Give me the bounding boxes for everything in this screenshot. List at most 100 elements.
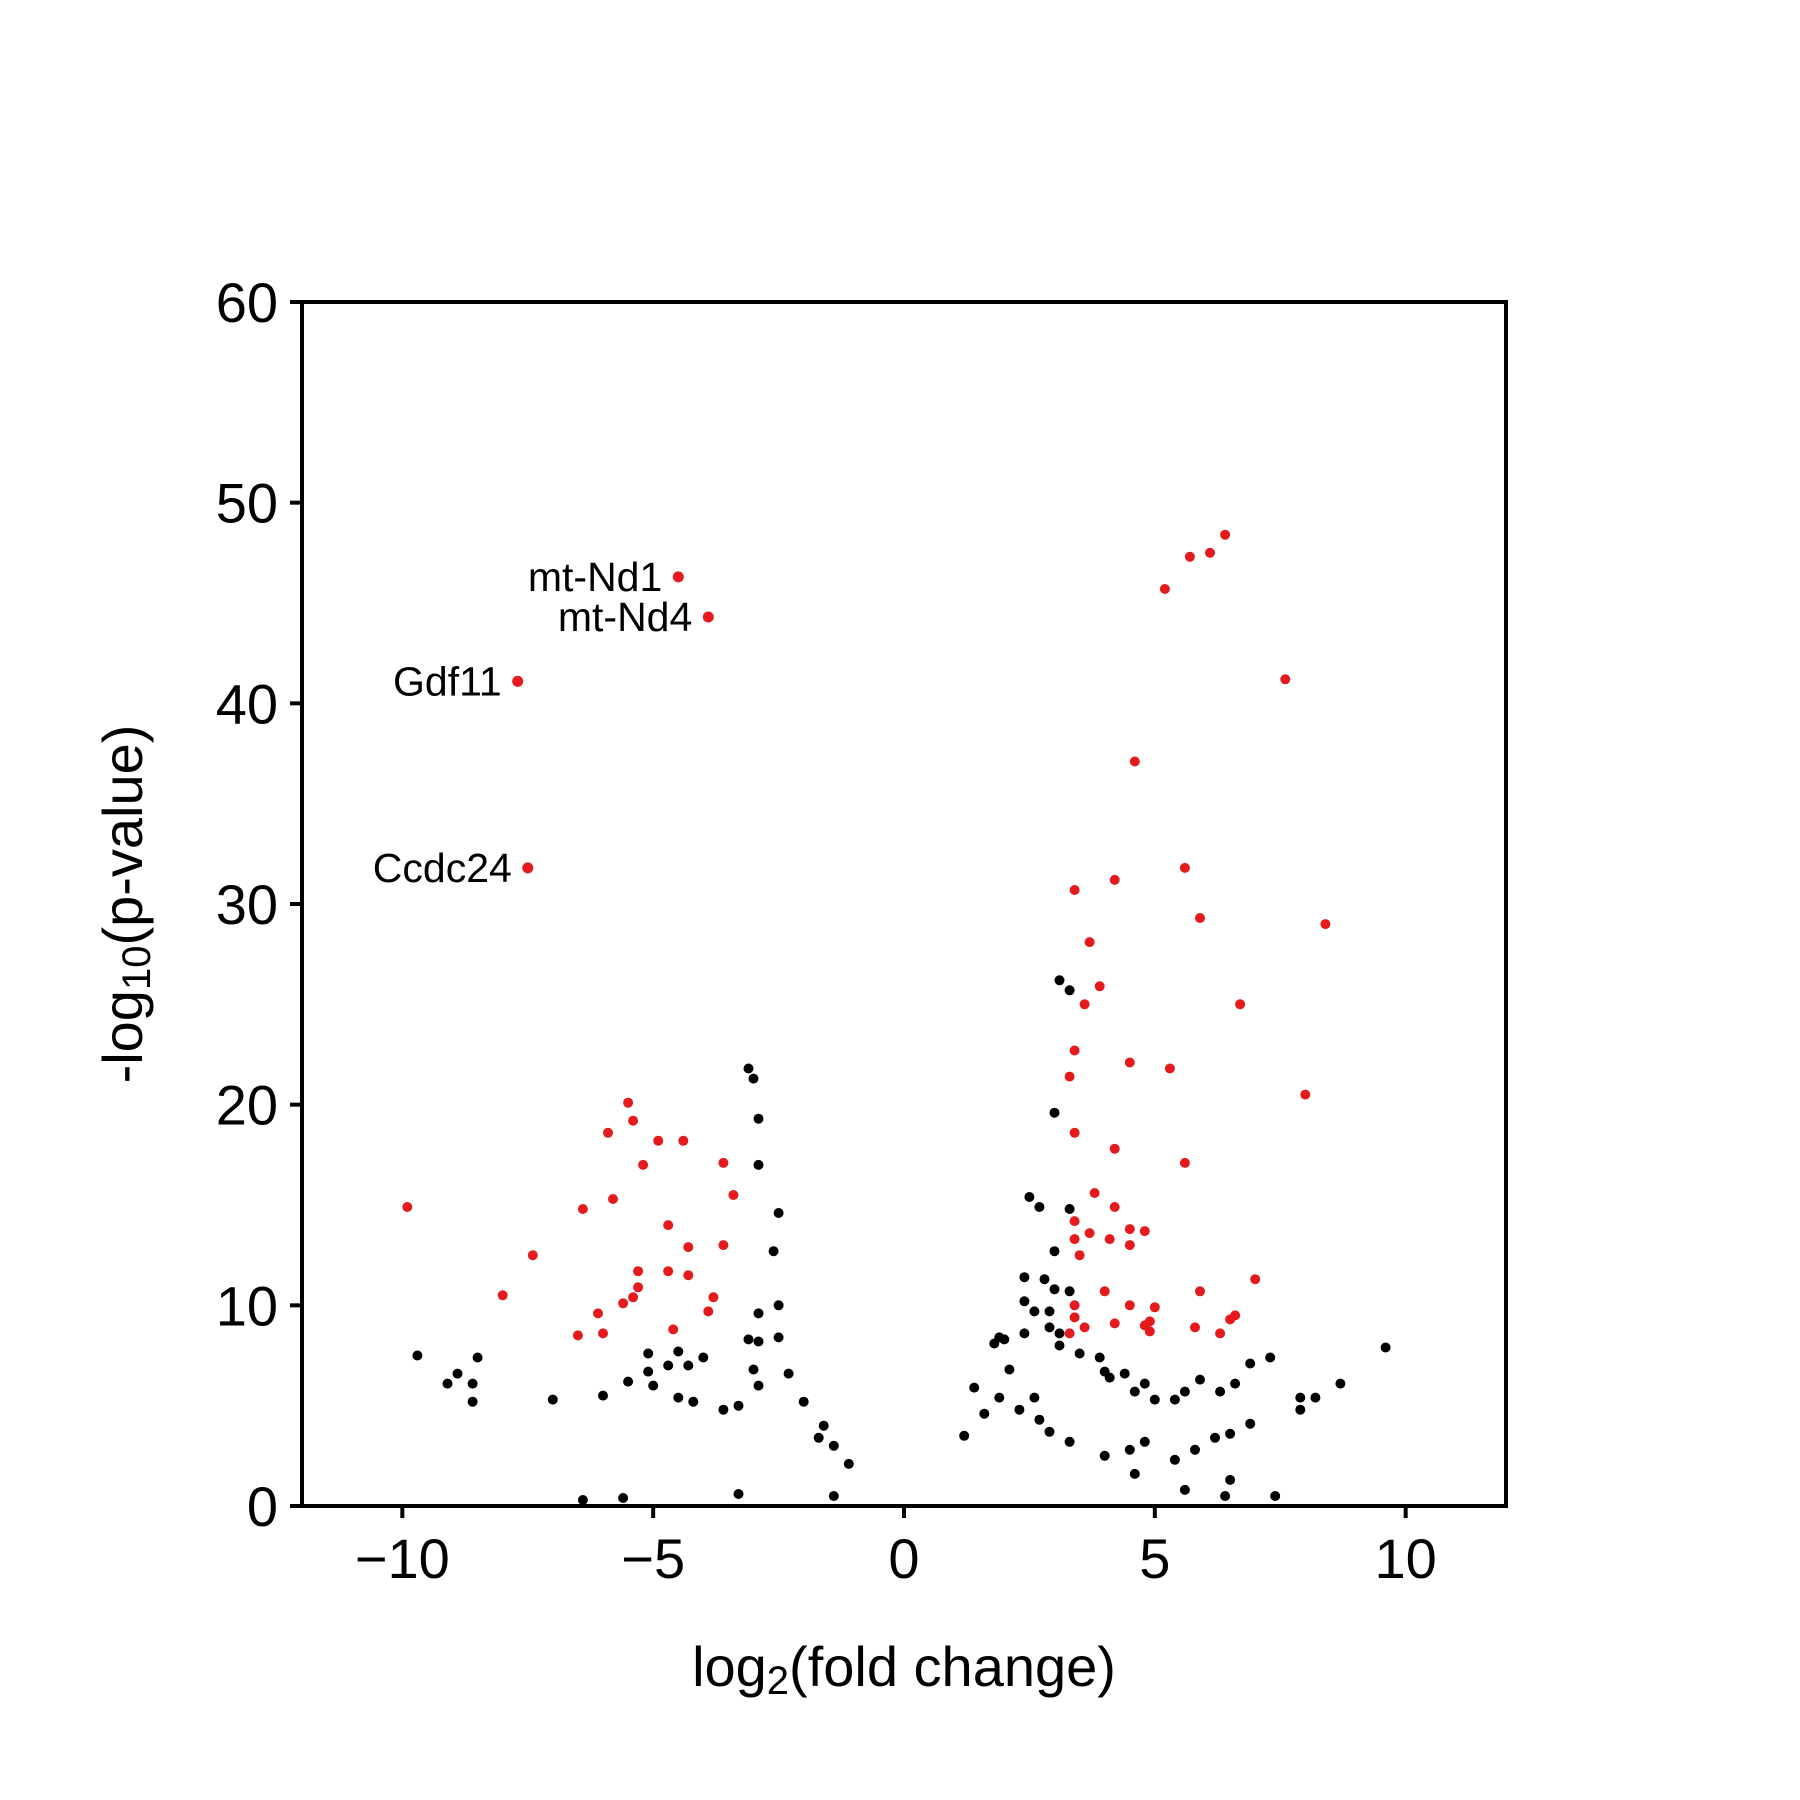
- gene-point: [1054, 975, 1065, 986]
- gene-point: [1099, 1450, 1110, 1461]
- x-tick-label: 0: [888, 1527, 919, 1590]
- gene-point: [828, 1491, 839, 1501]
- significant-point: [1164, 1063, 1175, 1074]
- significant-point: [1109, 1318, 1120, 1329]
- gene-point: [748, 1364, 759, 1375]
- point-label: Ccdc24: [373, 845, 512, 891]
- significant-point: [1205, 547, 1215, 558]
- significant-point: [1184, 551, 1195, 562]
- gene-point: [1004, 1364, 1015, 1375]
- gene-point: [1139, 1436, 1150, 1447]
- x-axis-label: log2(fold change): [692, 1635, 1116, 1703]
- gene-point: [1179, 1386, 1190, 1397]
- gene-point: [673, 1346, 684, 1357]
- y-axis-label-base: -log: [91, 990, 154, 1083]
- significant-point: [593, 1308, 603, 1319]
- y-tick-label: 10: [216, 1274, 278, 1337]
- gene-point: [1029, 1306, 1040, 1317]
- gene-point: [648, 1380, 659, 1391]
- gene-point: [1169, 1394, 1180, 1405]
- gene-point: [577, 1495, 588, 1505]
- gene-point: [547, 1394, 558, 1405]
- x-tick-label: −5: [621, 1527, 685, 1590]
- gene-point: [1295, 1392, 1306, 1403]
- gene-point: [1119, 1368, 1130, 1379]
- gene-point: [783, 1368, 794, 1379]
- gene-point: [452, 1368, 463, 1379]
- gene-point: [768, 1246, 779, 1257]
- x-tick-label: 5: [1139, 1527, 1170, 1590]
- significant-point: [1159, 584, 1170, 594]
- gene-point: [1265, 1352, 1276, 1363]
- significant-point: [1139, 1226, 1150, 1237]
- significant-point: [1124, 1057, 1135, 1068]
- x-axis-label-sub: 2: [767, 1659, 789, 1703]
- gene-point: [643, 1366, 654, 1377]
- gene-point: [1044, 1322, 1055, 1333]
- gene-point: [673, 1392, 684, 1403]
- gene-point: [1049, 1246, 1060, 1257]
- gene-point: [1230, 1378, 1241, 1389]
- significant-point: [1084, 1228, 1095, 1239]
- gene-point: [748, 1073, 759, 1084]
- significant-point: [497, 1290, 508, 1301]
- gene-point: [1225, 1428, 1236, 1439]
- gene-point: [1270, 1491, 1281, 1501]
- gene-point: [1149, 1394, 1160, 1405]
- significant-point: [683, 1270, 694, 1281]
- significant-point: [1149, 1302, 1160, 1313]
- gene-point: [1074, 1348, 1085, 1359]
- y-tick-label: 50: [216, 472, 278, 535]
- gene-point: [753, 1113, 764, 1124]
- gene-point: [1019, 1328, 1030, 1339]
- gene-point: [1019, 1272, 1030, 1283]
- gene-point: [1044, 1306, 1055, 1317]
- significant-point: [1089, 1188, 1100, 1198]
- significant-point: [1179, 862, 1190, 873]
- significant-point: [1064, 1071, 1075, 1082]
- gene-point: [1129, 1386, 1140, 1397]
- gene-point: [1029, 1392, 1040, 1403]
- significant-point: [1069, 885, 1080, 895]
- significant-point: [718, 1157, 729, 1168]
- point-label: Gdf11: [393, 658, 502, 704]
- gene-point: [623, 1376, 634, 1387]
- significant-point: [628, 1115, 639, 1126]
- gene-point: [818, 1420, 829, 1431]
- x-tick-label: 10: [1375, 1527, 1437, 1590]
- y-tick-label: 20: [216, 1074, 278, 1137]
- significant-point: [1144, 1316, 1155, 1327]
- gene-point: [753, 1336, 764, 1347]
- significant-point: [653, 1135, 664, 1146]
- gene-point: [1220, 1491, 1231, 1501]
- significant-point: [628, 1292, 639, 1303]
- gene-point: [753, 1308, 764, 1319]
- significant-point: [1220, 529, 1231, 540]
- significant-point: [633, 1282, 644, 1293]
- significant-point: [638, 1159, 649, 1170]
- plot-frame: [300, 300, 1508, 1508]
- gene-point: [1179, 1484, 1190, 1495]
- gene-point: [1049, 1107, 1060, 1118]
- gene-point: [773, 1332, 784, 1343]
- gene-point: [412, 1350, 423, 1361]
- significant-point: [1230, 1310, 1241, 1321]
- significant-point: [633, 1266, 644, 1277]
- gene-point: [1124, 1444, 1135, 1455]
- significant-point: [527, 1250, 538, 1261]
- gene-point: [733, 1400, 744, 1411]
- significant-point: [1235, 999, 1246, 1010]
- gene-point: [1335, 1378, 1346, 1389]
- gene-point: [472, 1352, 483, 1363]
- gene-point: [1129, 1468, 1140, 1479]
- y-axis-ticks: 0 10 20 30 40 50 60: [216, 271, 302, 1538]
- x-axis-label-rest: (fold change): [789, 1635, 1116, 1698]
- significant-point: [1190, 1322, 1200, 1333]
- significant-point: [1195, 913, 1205, 923]
- labeled-point: [702, 611, 714, 623]
- gene-point: [467, 1378, 478, 1389]
- gene-point: [798, 1396, 809, 1407]
- gene-point: [1104, 1372, 1115, 1383]
- significant-point: [577, 1204, 588, 1214]
